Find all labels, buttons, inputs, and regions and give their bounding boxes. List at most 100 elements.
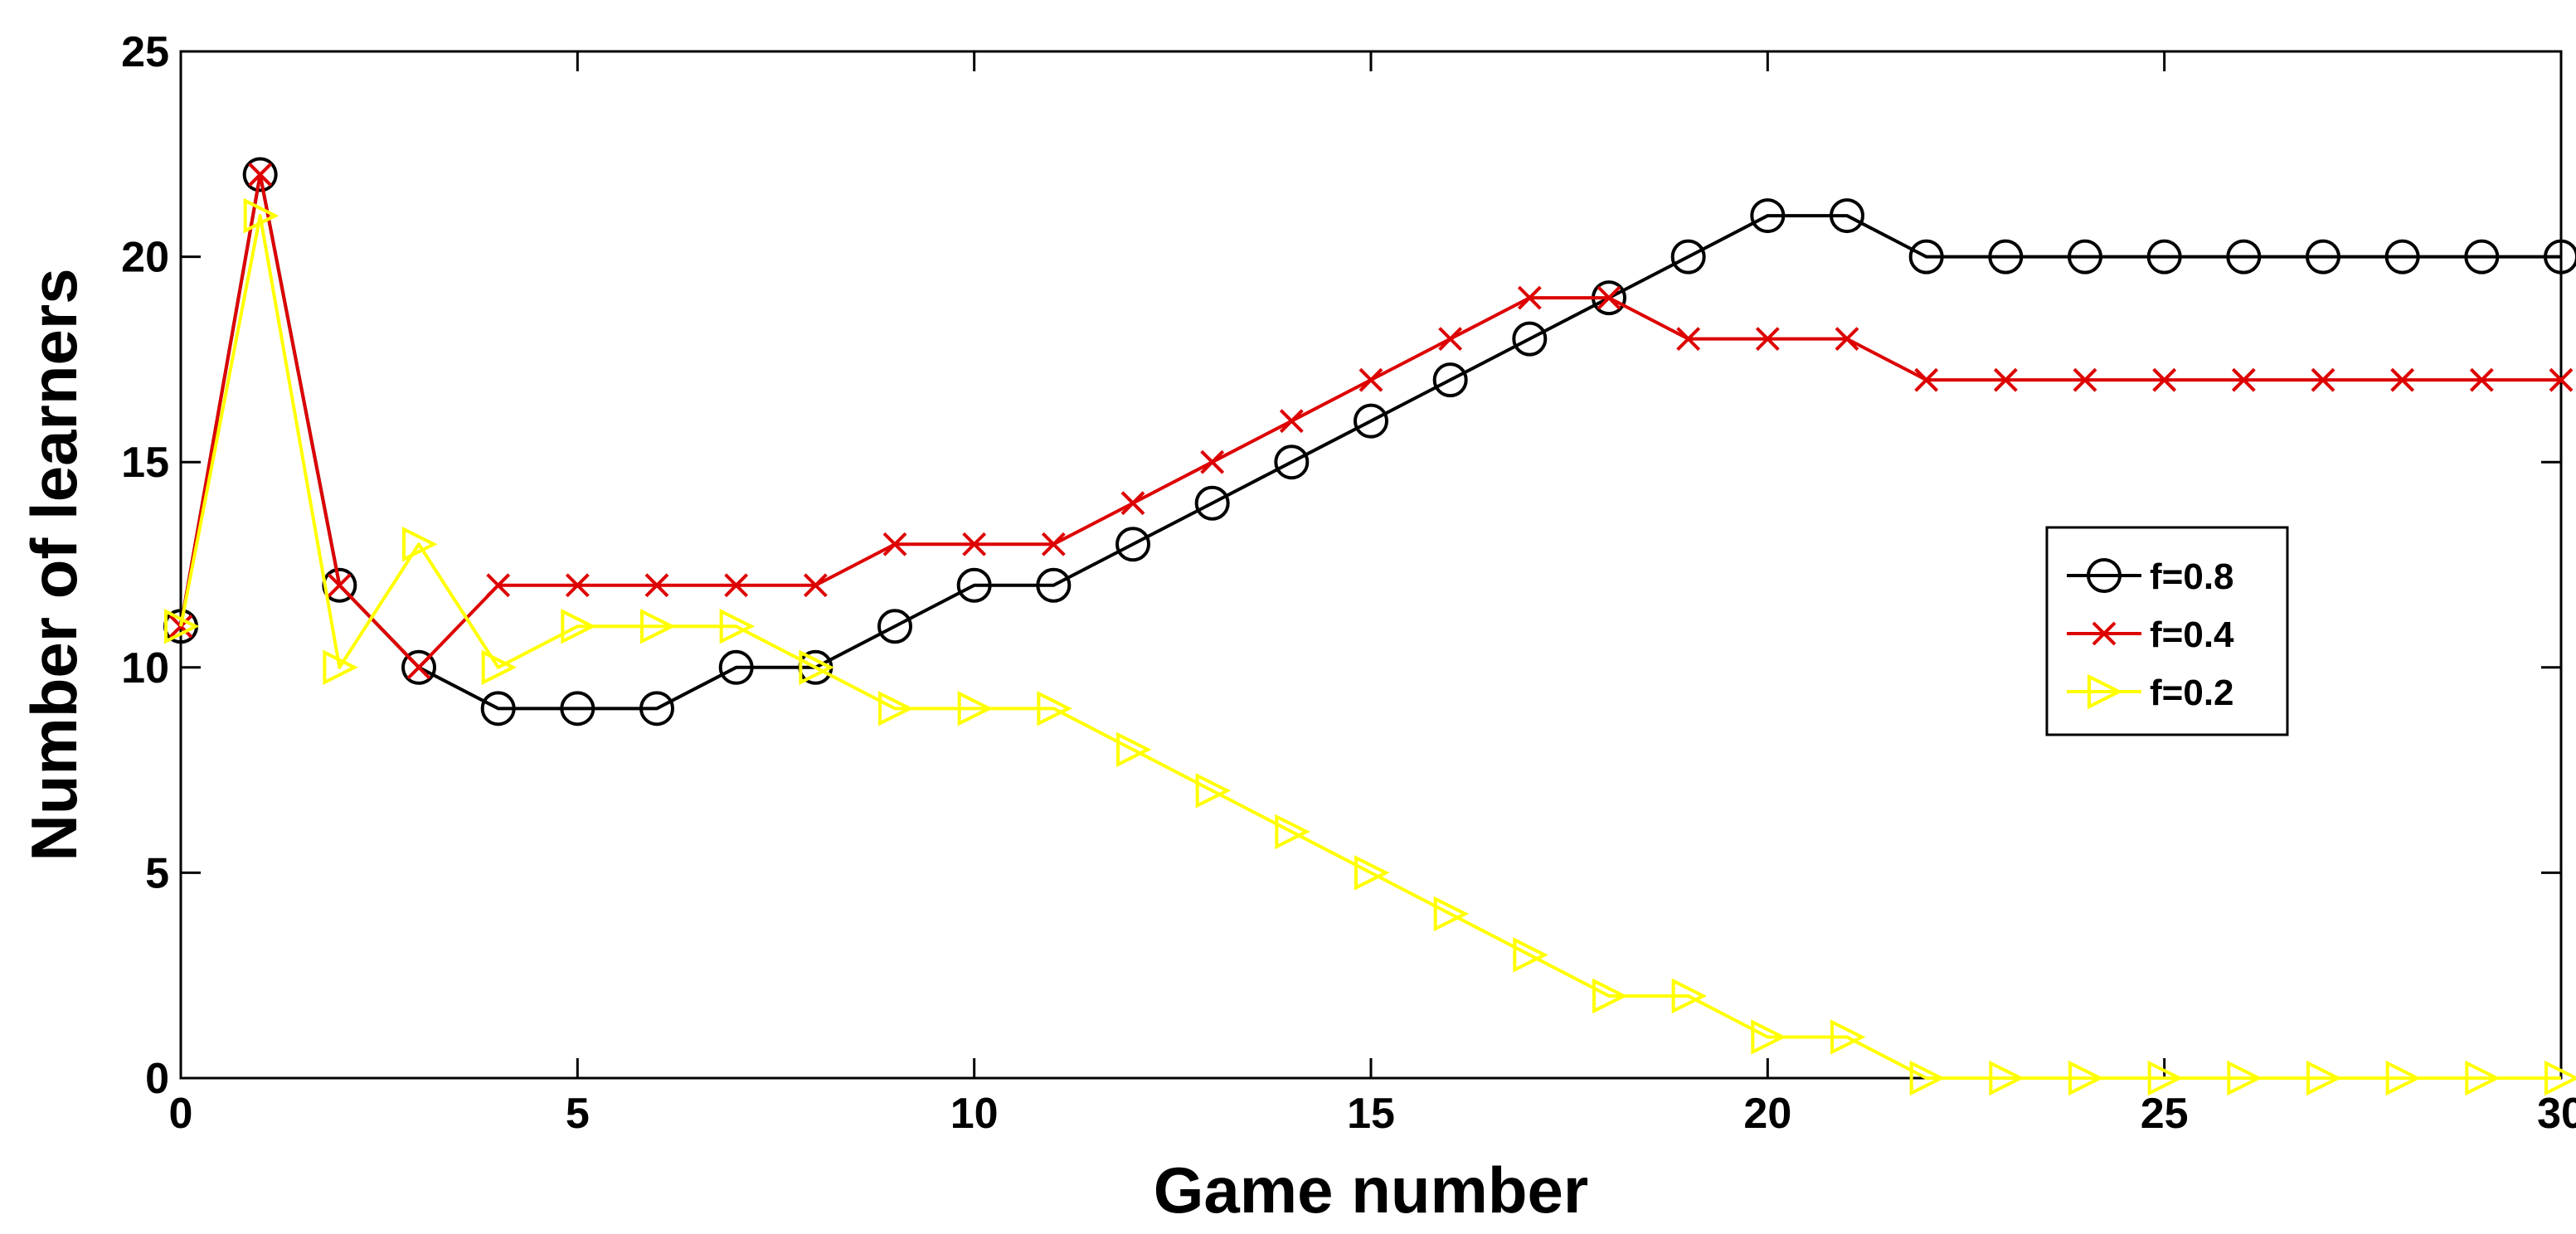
- data-point: [1830, 198, 1864, 234]
- data-point: [561, 609, 596, 644]
- legend-box: [2045, 526, 2289, 736]
- data-point: [1908, 239, 1944, 274]
- data-point: [1279, 409, 1304, 434]
- data-point: [803, 573, 828, 598]
- y-tick-label: 15: [121, 439, 169, 487]
- data-point: [164, 609, 200, 644]
- data-point: [1751, 1019, 1786, 1055]
- y-axis-ticks: 0 5 10 15 20 25: [121, 28, 2561, 1103]
- data-point: [1592, 978, 1628, 1014]
- data-point: [1835, 327, 1859, 352]
- data-point: [1517, 285, 1542, 310]
- data-point: [2544, 239, 2576, 274]
- data-point: [565, 573, 590, 598]
- data-point: [480, 691, 516, 726]
- data-point: [242, 157, 278, 192]
- data-point: [1195, 773, 1232, 809]
- legend-marker: [2092, 621, 2117, 646]
- data-point: [560, 691, 595, 726]
- data-point: [1433, 896, 1470, 932]
- series-line: [179, 214, 2561, 1080]
- data-point: [956, 567, 992, 603]
- data-point: [957, 691, 994, 726]
- data-point: [1274, 445, 1310, 480]
- y-tick-label: 20: [121, 234, 169, 282]
- data-point: [2152, 367, 2177, 392]
- data-point: [402, 527, 438, 562]
- data-point: [2544, 1060, 2576, 1096]
- x-axis-label: Game number: [1154, 1154, 1588, 1227]
- data-point: [1670, 239, 1706, 274]
- data-point: [1275, 814, 1310, 850]
- data-point: [486, 573, 511, 598]
- data-point: [481, 649, 518, 686]
- x-tick-label: 5: [566, 1090, 590, 1138]
- data-point: [2227, 1060, 2263, 1096]
- data-point: [2549, 367, 2574, 392]
- legend-label: f=0.8: [2150, 556, 2234, 597]
- data-point: [243, 197, 279, 234]
- data-point: [2068, 1060, 2104, 1096]
- data-point: [2068, 239, 2102, 274]
- data-point: [1988, 239, 2024, 274]
- series-layer: [163, 157, 2576, 1096]
- data-point: [2311, 367, 2335, 392]
- y-axis-label: Number of learners: [17, 268, 90, 861]
- x-tick-label: 30: [2537, 1090, 2576, 1138]
- data-point: [2146, 239, 2182, 274]
- data-point: [2147, 1060, 2184, 1096]
- data-point: [2306, 1060, 2342, 1096]
- data-point: [323, 649, 358, 686]
- data-point: [327, 573, 352, 598]
- data-point: [1354, 855, 1390, 891]
- data-point: [1194, 485, 1230, 521]
- y-tick-label: 5: [145, 849, 169, 897]
- legend-marker: [2087, 558, 2122, 593]
- series-line: [179, 172, 2561, 711]
- data-point: [2306, 239, 2340, 274]
- x-axis-ticks: 0 5 10 15 20 25 30: [169, 51, 2576, 1138]
- data-point: [1914, 367, 1939, 392]
- data-point: [724, 573, 749, 598]
- data-point: [406, 655, 431, 680]
- data-point: [644, 573, 669, 598]
- data-point: [1354, 403, 1388, 439]
- series-f=0.8: [163, 157, 2576, 726]
- data-point: [2226, 239, 2262, 274]
- x-tick-label: 0: [169, 1090, 193, 1138]
- data-point: [640, 609, 676, 644]
- data-point: [1512, 321, 1548, 357]
- legend-label: f=0.2: [2150, 673, 2234, 713]
- data-point: [1671, 978, 1708, 1014]
- data-point: [1036, 567, 1072, 603]
- data-point: [2469, 367, 2494, 392]
- data-point: [2073, 367, 2097, 392]
- data-point: [1909, 1060, 1946, 1096]
- data-point: [1037, 691, 1072, 726]
- data-point: [1358, 367, 1383, 392]
- data-point: [882, 532, 907, 556]
- x-tick-label: 20: [1743, 1090, 1791, 1138]
- data-point: [718, 649, 754, 685]
- data-point: [1432, 362, 1468, 398]
- y-tick-label: 0: [145, 1055, 169, 1103]
- data-point: [1755, 327, 1780, 352]
- y-tick-label: 25: [121, 28, 169, 76]
- legend-marker: [2088, 673, 2123, 710]
- data-point: [2384, 239, 2420, 274]
- series-f=0.2: [164, 197, 2576, 1096]
- data-point: [2385, 1060, 2422, 1096]
- x-tick-label: 15: [1347, 1090, 1395, 1138]
- x-tick-label: 25: [2141, 1090, 2189, 1138]
- data-point: [401, 649, 436, 685]
- x-tick-label: 10: [950, 1090, 999, 1138]
- data-point: [1115, 527, 1150, 562]
- data-point: [1438, 327, 1463, 352]
- legend: f=0.8 f=0.4 f=0.2: [2045, 526, 2289, 736]
- data-point: [1200, 449, 1225, 474]
- data-point: [1676, 327, 1701, 352]
- data-point: [1041, 532, 1066, 556]
- data-point: [2231, 367, 2256, 392]
- data-point: [877, 609, 912, 644]
